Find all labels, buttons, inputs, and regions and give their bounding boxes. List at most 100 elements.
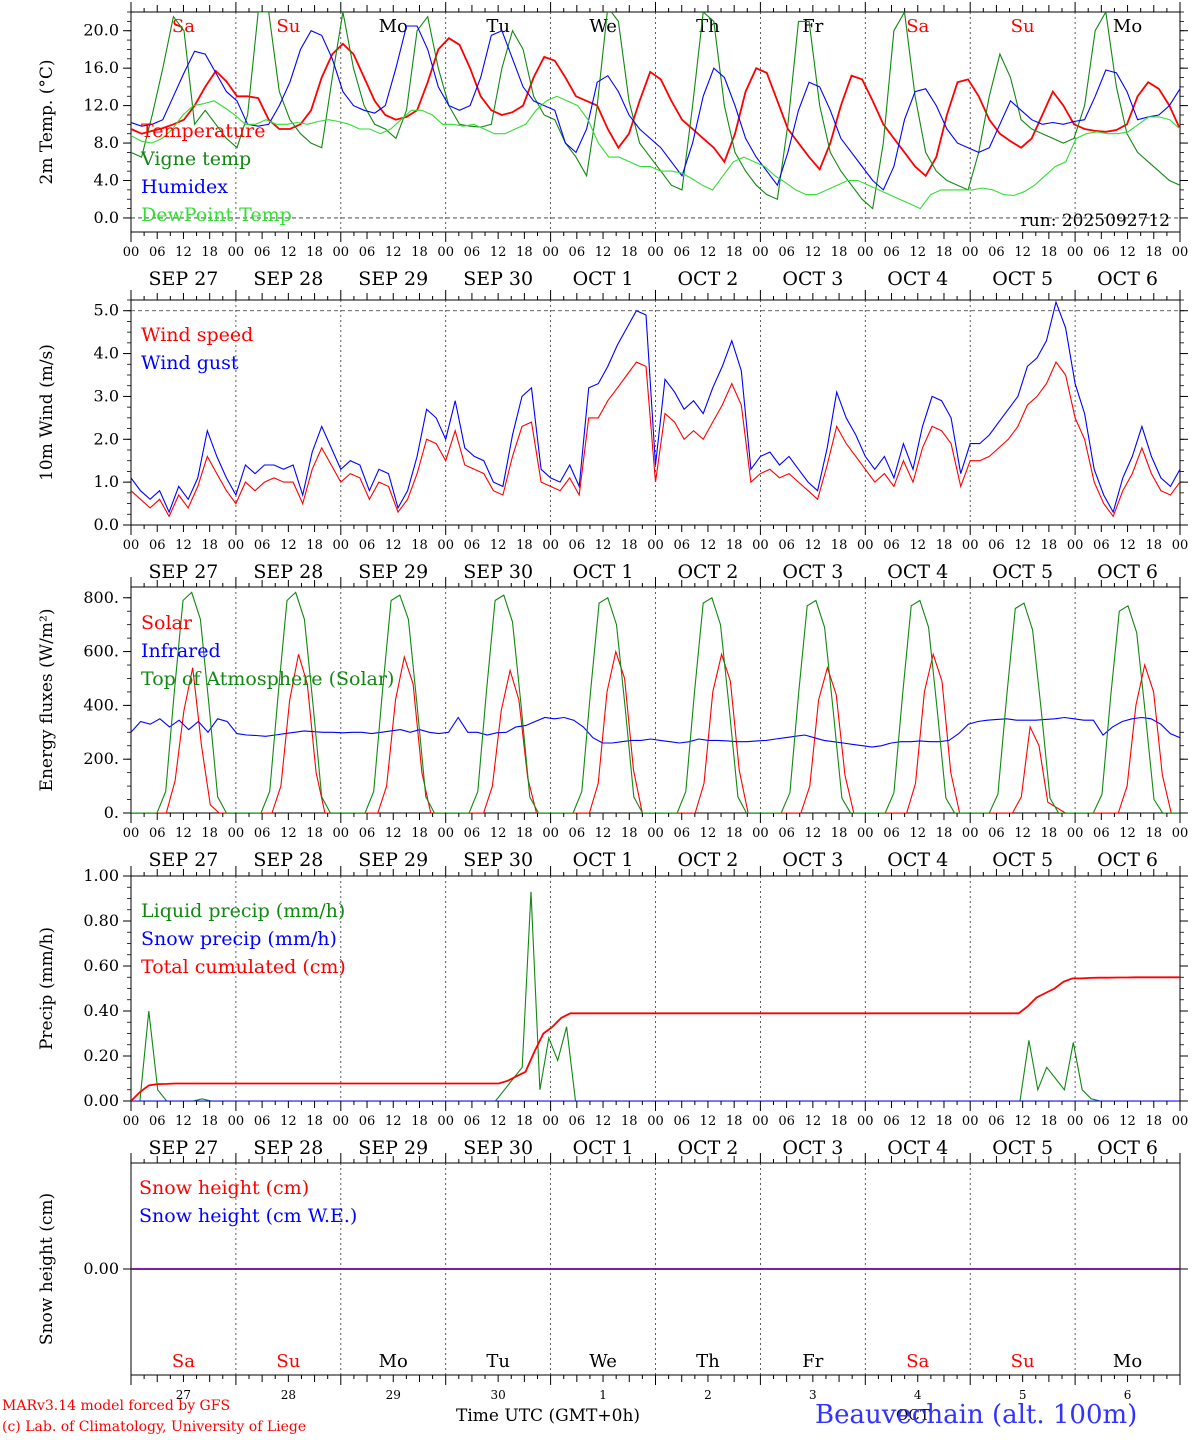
x-hour-label: 18 (621, 826, 638, 841)
day-of-week-label: Sa (172, 1351, 195, 1372)
day-number-label: 30 (491, 1388, 506, 1402)
x-hour-label: 12 (1119, 245, 1136, 260)
x-date-label: SEP 29 (358, 268, 428, 290)
x-hour-label: 18 (516, 245, 533, 260)
x-hour-label: 12 (1119, 826, 1136, 841)
day-of-week-label: Mo (1113, 1351, 1142, 1372)
x-hour-label: 00 (437, 1114, 454, 1129)
y-tick-label: 3.0 (94, 386, 119, 405)
day-of-week-label: Sa (172, 16, 195, 37)
x-hour-label: 12 (280, 538, 297, 553)
x-hour-label: 06 (1093, 538, 1110, 553)
x-hour-label: 18 (936, 826, 953, 841)
x-hour-label: 18 (831, 245, 848, 260)
x-hour-label: 12 (490, 538, 507, 553)
x-hour-label: 12 (909, 826, 926, 841)
x-hour-label: 06 (1093, 1114, 1110, 1129)
x-hour-label: 12 (595, 1114, 612, 1129)
x-hour-label: 12 (385, 1114, 402, 1129)
x-hour-label: 18 (1146, 245, 1163, 260)
x-hour-label: 06 (569, 826, 586, 841)
x-hour-label: 12 (1014, 538, 1031, 553)
x-date-label: SEP 27 (149, 268, 219, 290)
y-tick-label: 1.0 (94, 472, 119, 491)
x-date-label: OCT 3 (782, 1137, 843, 1159)
x-hour-label: 00 (647, 1114, 664, 1129)
day-of-week-label: Su (1011, 16, 1035, 37)
x-hour-label: 18 (306, 1114, 323, 1129)
panel-energy-fluxes: 0. 200. 400. 600. 800. Energy fluxes (W/m²) 00… (37, 577, 1188, 871)
y-tick-label: 800. (83, 588, 119, 607)
legend-entry: DewPoint Temp (141, 204, 292, 226)
x-hour-label: 00 (857, 826, 874, 841)
x-hour-label: 18 (1146, 538, 1163, 553)
y-tick-label: 20.0 (83, 21, 119, 40)
x-hour-label: 18 (516, 538, 533, 553)
x-date-label: SEP 28 (253, 849, 323, 871)
x-hour-label: 00 (857, 538, 874, 553)
x-hour-label: 18 (726, 245, 743, 260)
x-hour-label: 06 (569, 538, 586, 553)
x-hour-label: 00 (752, 245, 769, 260)
y-tick-label: 200. (83, 749, 119, 768)
x-hour-label: 00 (962, 826, 979, 841)
x-hour-label: 00 (333, 245, 350, 260)
x-hour-label: 06 (569, 1114, 586, 1129)
x-hour-label: 12 (175, 826, 192, 841)
x-hour-label: 12 (385, 826, 402, 841)
credit-line-1: MARv3.14 model forced by GFS (2, 1398, 231, 1414)
y-axis-title: Energy fluxes (W/m²) (37, 609, 57, 792)
legend-entry: Liquid precip (mm/h) (141, 900, 345, 922)
x-hour-label: 00 (1172, 538, 1189, 553)
x-hour-label: 00 (857, 1114, 874, 1129)
x-hour-label: 06 (149, 245, 166, 260)
x-date-label: SEP 30 (463, 1137, 533, 1159)
y-tick-label: 4.0 (94, 344, 119, 363)
x-date-label: OCT 6 (1097, 268, 1158, 290)
x-hour-label: 00 (647, 245, 664, 260)
x-hour-label: 12 (490, 826, 507, 841)
y-axis-title: 2m Temp. (°C) (37, 59, 57, 184)
day-number-label: 27 (176, 1388, 191, 1402)
x-hour-label: 06 (254, 538, 271, 553)
day-of-week-label: Tu (486, 16, 510, 37)
x-hour-label: 00 (542, 1114, 559, 1129)
x-hour-label: 12 (280, 826, 297, 841)
legend-entry: Snow precip (mm/h) (141, 928, 337, 950)
x-hour-label: 00 (437, 826, 454, 841)
series-line-top-of-atmosphere-solar (131, 591, 1180, 813)
legend-entry: Top of Atmosphere (Solar) (141, 668, 394, 690)
x-hour-label: 00 (228, 538, 245, 553)
x-hour-label: 00 (1067, 538, 1084, 553)
x-hour-label: 00 (542, 826, 559, 841)
y-axis-title: Precip (mm/h) (37, 927, 57, 1050)
x-hour-label: 12 (700, 538, 717, 553)
x-hour-label: 06 (1093, 826, 1110, 841)
legend-entry: Total cumulated (cm) (141, 956, 346, 978)
series-line-wind-gust (131, 300, 1180, 514)
legend-entry: Wind gust (141, 352, 239, 374)
x-hour-label: 18 (621, 1114, 638, 1129)
x-hour-label: 06 (883, 245, 900, 260)
day-of-week-label: Su (276, 16, 300, 37)
x-hour-label: 18 (201, 826, 218, 841)
x-hour-label: 06 (778, 245, 795, 260)
x-hour-label: 18 (831, 826, 848, 841)
series-line-solar (131, 649, 1180, 813)
x-date-label: OCT 4 (887, 849, 948, 871)
day-of-week-label: Tu (486, 1351, 510, 1372)
series-line-dewpoint-temp (131, 95, 1180, 210)
x-hour-label: 06 (778, 826, 795, 841)
y-tick-label: 4.0 (94, 171, 119, 190)
x-hour-label: 12 (805, 538, 822, 553)
x-hour-label: 00 (752, 826, 769, 841)
y-tick-label: 0.0 (94, 208, 119, 227)
x-hour-label: 06 (359, 1114, 376, 1129)
x-date-label: OCT 1 (573, 1137, 634, 1159)
x-date-label: SEP 27 (149, 1137, 219, 1159)
x-hour-label: 12 (175, 245, 192, 260)
day-of-week-label: Su (1011, 1351, 1035, 1372)
day-number-label: 5 (1019, 1388, 1027, 1402)
x-hour-label: 18 (1041, 538, 1058, 553)
x-hour-label: 06 (254, 245, 271, 260)
